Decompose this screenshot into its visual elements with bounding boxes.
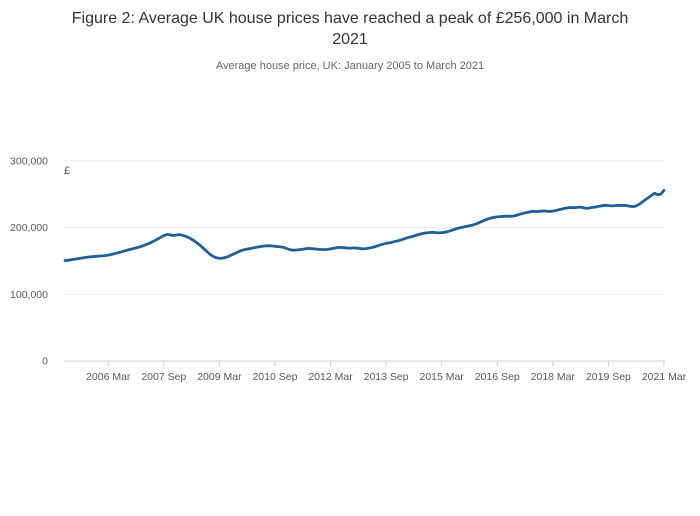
x-tick-label: 2006 Mar (86, 371, 131, 383)
house-price-series-line[interactable] (63, 188, 666, 262)
figure-title: Figure 2: Average UK house prices have r… (71, 10, 629, 48)
x-tick-label: 2021 Mar (642, 371, 687, 383)
x-tick-label: 2012 Mar (308, 371, 353, 383)
x-tick-label: 2019 Sep (586, 371, 631, 383)
y-tick-label: 0 (42, 356, 48, 368)
chart-canvas[interactable]: 0 100,000 200,000 300,000 £2006 Mar 2007 Sep 2… (0, 9, 700, 511)
x-tick-label: 2016 Sep (475, 371, 520, 383)
x-tick-label: 2010 Sep (252, 371, 297, 383)
x-tick-label: 2009 Mar (197, 371, 242, 383)
y-axis-unit-label: £ (64, 165, 70, 177)
x-tick-label: 2007 Sep (141, 371, 186, 383)
y-tick-label: 200,000 (10, 222, 48, 234)
y-tick-label: 300,000 (10, 156, 48, 168)
y-tick-label: 100,000 (10, 289, 48, 301)
x-tick-label: 2018 Mar (531, 371, 576, 383)
x-tick-label: 2013 Sep (364, 371, 409, 383)
price-line-chart[interactable]: 0 100,000 200,000 300,000 £2006 Mar 2007 Sep 2… (0, 9, 700, 511)
x-tick-label: 2015 Mar (420, 371, 465, 383)
figure-subtitle: Average house price, UK: January 2005 to… (215, 59, 485, 72)
figure-header: Figure 2: Average UK house prices have r… (0, 9, 700, 72)
